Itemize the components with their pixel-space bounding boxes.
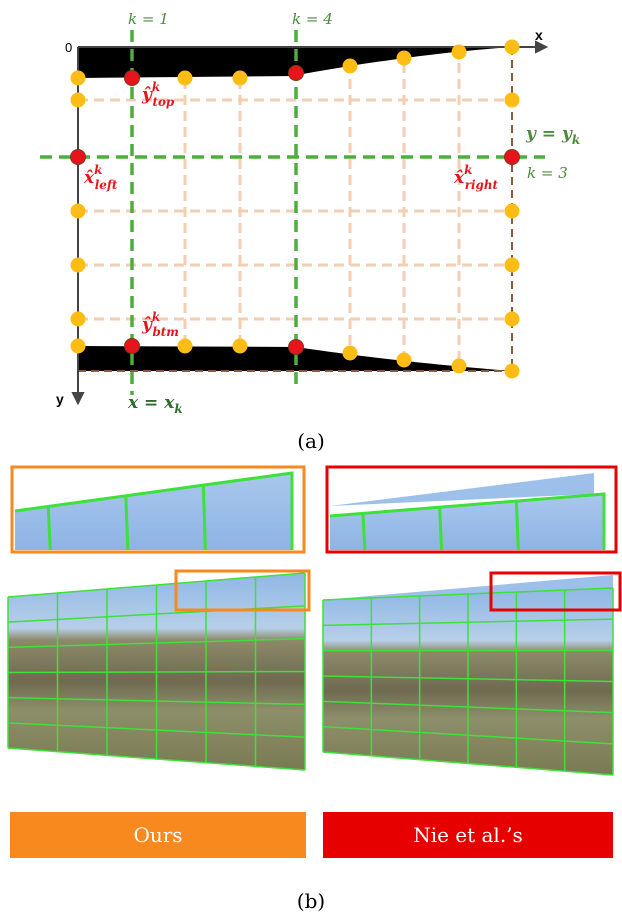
control-point bbox=[452, 359, 467, 374]
inset-mesh bbox=[126, 496, 128, 550]
ours-label: Ours bbox=[133, 823, 182, 847]
math-sup: k bbox=[152, 310, 160, 324]
control-point bbox=[343, 346, 358, 361]
math-sub: top bbox=[152, 95, 174, 109]
control-point bbox=[71, 93, 86, 108]
figure: 0 x y k = 1 k = 4 k = 3 ŷktop x̂kleft x̂kr… bbox=[0, 0, 622, 923]
math-sup: k bbox=[152, 80, 160, 94]
k3-label: k = 3 bbox=[527, 164, 568, 182]
math-sub: left bbox=[95, 178, 118, 192]
control-point bbox=[71, 339, 86, 354]
k4-label: k = 4 bbox=[292, 10, 333, 28]
nie-label: Nie et al.’s bbox=[413, 823, 523, 847]
selected-point bbox=[125, 71, 140, 86]
inset-mesh bbox=[48, 506, 50, 550]
inset-mesh bbox=[516, 501, 518, 550]
control-point bbox=[397, 51, 412, 66]
math-base: x = x bbox=[127, 393, 175, 413]
control-point bbox=[505, 40, 520, 55]
selected-point bbox=[71, 150, 86, 165]
math-sup: k bbox=[94, 163, 102, 177]
control-point bbox=[233, 339, 248, 354]
panel-b: Ours Nie et al.’s (b) bbox=[8, 467, 620, 913]
inset-mesh bbox=[203, 485, 205, 550]
control-point bbox=[452, 45, 467, 60]
math-label: y = yk bbox=[525, 124, 580, 147]
selected-point bbox=[505, 150, 520, 165]
control-point bbox=[178, 339, 193, 354]
control-point bbox=[233, 71, 248, 86]
caption-b: (b) bbox=[297, 889, 325, 913]
math-label: x = xk bbox=[127, 393, 183, 416]
origin-label: 0 bbox=[65, 40, 72, 55]
math-sub: k bbox=[572, 133, 580, 147]
x-axis-label: x bbox=[535, 27, 543, 43]
math-sub: right bbox=[465, 178, 499, 192]
control-point bbox=[505, 93, 520, 108]
control-point bbox=[505, 258, 520, 273]
math-sub: btm bbox=[152, 325, 178, 339]
control-point bbox=[71, 204, 86, 219]
selected-point bbox=[125, 339, 140, 354]
math-sub: k bbox=[174, 402, 182, 416]
caption-a: (a) bbox=[297, 429, 325, 453]
mesh-line bbox=[8, 672, 305, 673]
control-point bbox=[71, 258, 86, 273]
inset-mesh bbox=[440, 507, 442, 550]
control-point bbox=[343, 59, 358, 74]
math-sup: k bbox=[464, 163, 472, 177]
control-point bbox=[505, 312, 520, 327]
y-axis-label: y bbox=[56, 391, 64, 407]
math-base: y = y bbox=[525, 124, 573, 144]
control-point bbox=[505, 204, 520, 219]
control-point bbox=[178, 71, 193, 86]
control-point bbox=[397, 353, 412, 368]
control-point bbox=[71, 71, 86, 86]
control-point bbox=[71, 312, 86, 327]
selected-point bbox=[289, 340, 304, 355]
inset-mesh bbox=[363, 513, 365, 550]
selected-point bbox=[289, 66, 304, 81]
control-point bbox=[505, 364, 520, 379]
k1-label: k = 1 bbox=[128, 10, 169, 28]
